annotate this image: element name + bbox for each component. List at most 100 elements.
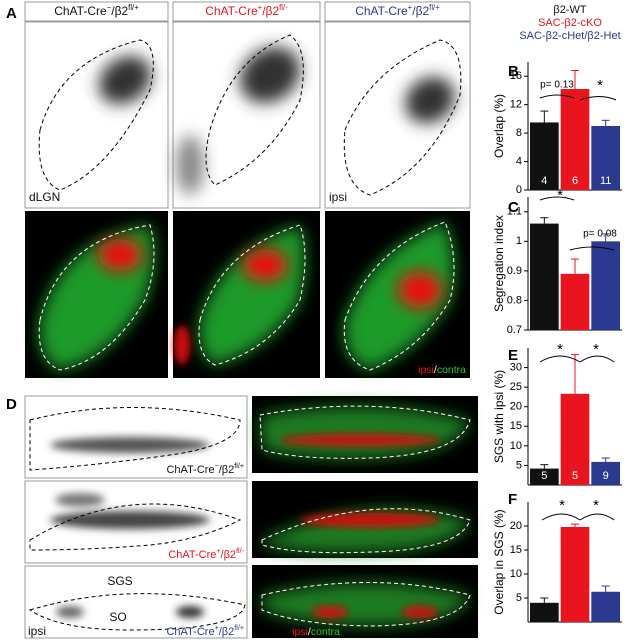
bar: [530, 122, 559, 190]
image-label: dLGN: [29, 190, 60, 204]
genotype-mid: /β2: [111, 4, 128, 18]
y-tick-label: 12: [510, 99, 522, 111]
annotation: *: [557, 187, 563, 204]
genotype-sup: fl/+: [234, 624, 244, 632]
bar: [591, 241, 620, 330]
bar: [530, 468, 559, 485]
bracket: [569, 246, 615, 251]
genotype-sup: +: [216, 547, 220, 555]
count-label: 9: [603, 470, 609, 482]
y-tick-label: 5: [516, 459, 522, 471]
genotype-sup: fl/+: [128, 3, 139, 12]
y-tick-label: 30: [510, 361, 522, 373]
contra-label: contra: [437, 364, 466, 376]
bracket: [539, 196, 575, 201]
annotation: *: [597, 77, 603, 94]
annotation: *: [557, 341, 563, 358]
bar: [530, 223, 559, 330]
genotype-base: ChAT-Cre: [54, 4, 107, 18]
bracket: [579, 355, 615, 363]
y-tick-label: 15: [510, 420, 522, 432]
header-box: [24, 1, 169, 22]
genotype-label: ChAT-Cre+/β2fl/+: [166, 624, 244, 638]
panel-letter: D: [6, 396, 17, 413]
y-tick-label: 0.7: [507, 324, 522, 336]
y-tick-label: 1.1: [507, 206, 522, 218]
genotype-mid: /β2: [221, 549, 237, 561]
y-tick-label: 0.8: [507, 294, 522, 306]
image-label: SO: [109, 610, 126, 624]
genotype-mid: /β2: [219, 464, 235, 476]
bar: [560, 393, 590, 485]
genotype-label: ChAT-Cre+/β2fl/+: [355, 3, 440, 18]
genotype-base: ChAT-Cre: [168, 549, 216, 561]
count-label: 4: [541, 175, 547, 187]
genotype-mid: /β2: [219, 626, 235, 638]
y-tick-label: 10: [510, 440, 522, 452]
genotype-mid: /β2: [262, 4, 279, 18]
y-tick-label: 1: [516, 235, 522, 247]
count-label: 11: [600, 175, 611, 187]
genotype-sup: −: [107, 3, 112, 12]
y-tick-label: 25: [510, 381, 522, 393]
annotation: p= 0.08: [583, 229, 617, 240]
header-box: [172, 1, 321, 22]
genotype-base: ChAT-Cre: [355, 4, 408, 18]
header-box: [324, 1, 471, 22]
y-tick-label: 20: [510, 401, 522, 413]
contra-label: contra: [311, 626, 340, 638]
genotype-sup: fl/+: [429, 3, 440, 12]
y-tick-label: 8: [516, 127, 522, 139]
count-label: 5: [572, 470, 578, 482]
bar: [530, 602, 559, 622]
y-tick-label: 15: [510, 544, 522, 556]
panel-letter: A: [6, 5, 17, 22]
slash: /: [434, 364, 437, 376]
genotype-label: ChAT-Cre+/β2fl/-: [205, 3, 288, 18]
genotype-base: ChAT-Cre: [166, 626, 214, 638]
genotype-sup: +: [215, 624, 219, 632]
bar: [560, 273, 590, 330]
bracket: [579, 513, 615, 521]
genotype-base: ChAT-Cre: [166, 464, 214, 476]
bracket: [539, 355, 581, 363]
ipsi-label: ipsi: [292, 626, 308, 638]
genotype-mid: /β2: [412, 4, 429, 18]
slash: /: [308, 626, 311, 638]
count-label: 6: [572, 175, 578, 187]
genotype-sup: −: [215, 462, 219, 470]
bar: [560, 89, 590, 190]
bracket: [539, 94, 575, 99]
images: [24, 21, 478, 639]
bracket: [541, 513, 581, 521]
image-label: ipsi: [28, 624, 46, 638]
annotation: *: [559, 497, 565, 514]
bracket: [579, 96, 617, 101]
y-tick-label: 5: [516, 592, 522, 604]
genotype-label: ChAT-Cre−/β2fl/+: [166, 462, 244, 476]
bar: [560, 526, 590, 622]
legend-entry: SAC-β2-cHet/β2-Het: [519, 30, 620, 42]
image-label: SGS: [107, 574, 132, 588]
genotype-sup: +: [258, 3, 263, 12]
annotation: *: [593, 497, 599, 514]
annotation: *: [593, 341, 599, 358]
panel-letter: F: [508, 491, 517, 508]
genotype-label: ChAT-Cre+/β2fl/-: [168, 547, 244, 561]
panel-letter: B: [508, 63, 519, 80]
y-tick-label: 0: [516, 184, 522, 196]
image-label: ipsi: [329, 190, 347, 204]
image-label: ipsi/contra: [418, 364, 466, 376]
y-tick-label: 0.9: [507, 265, 522, 277]
y-axis-label: Overlap (%): [492, 94, 506, 158]
y-tick-label: 16: [510, 70, 522, 82]
y-tick-label: 4: [516, 155, 522, 167]
bar: [591, 591, 620, 622]
y-tick-label: 20: [510, 520, 522, 532]
y-tick-label: 10: [510, 568, 522, 580]
image-label: ipsi/contra: [292, 626, 340, 638]
annotation: p= 0.13: [540, 80, 574, 91]
y-axis-label: Segregation index: [492, 215, 506, 312]
bar: [591, 461, 620, 485]
